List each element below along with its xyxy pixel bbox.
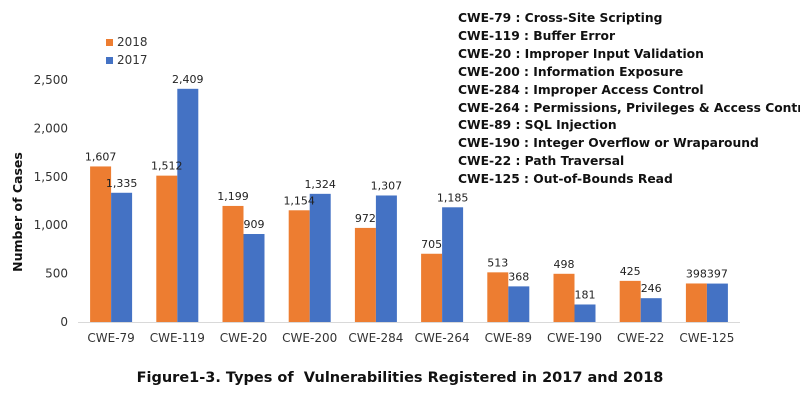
x-tick-label: CWE-200 <box>282 331 337 345</box>
data-label-2018: 1,199 <box>217 190 249 203</box>
data-label-2018: 1,154 <box>283 194 315 207</box>
data-label-2017: 397 <box>707 268 728 281</box>
data-label-2018: 972 <box>355 212 376 225</box>
cwe-description: CWE-200 : Information Exposure <box>458 64 684 79</box>
data-label-2017: 1,185 <box>437 191 469 204</box>
x-tick-label: CWE-89 <box>485 331 532 345</box>
data-label-2017: 1,307 <box>371 179 403 192</box>
data-label-2018: 1,607 <box>85 150 117 163</box>
data-label-2017: 1,335 <box>106 177 138 190</box>
bar-2018-cwe-22 <box>619 280 641 322</box>
cwe-description: CWE-190 : Integer Overflow or Wraparound <box>458 136 759 151</box>
y-tick-label: 2,000 <box>34 121 68 135</box>
bar-2017-cwe-200 <box>309 193 331 322</box>
data-label-2017: 181 <box>575 288 596 301</box>
y-tick-label: 500 <box>45 267 68 281</box>
data-label-2018: 425 <box>620 265 641 278</box>
bar-2018-cwe-190 <box>553 273 575 322</box>
x-axis-ticks: CWE-79 CWE-119 CWE-20 CWE-200 CWE-284 CWE-264… <box>87 331 734 345</box>
x-tick-label: CWE-264 <box>415 331 470 345</box>
cwe-description-list: CWE-79 : Cross-Site Scripting CWE-119 : … <box>458 10 800 189</box>
bar-2017-cwe-22 <box>640 298 662 322</box>
y-tick-label: 2,500 <box>34 73 68 87</box>
legend-label-2017: 2017 <box>117 53 148 67</box>
bar-2018-cwe-200 <box>288 210 310 322</box>
data-label-2018: 398 <box>686 267 707 280</box>
x-tick-label: CWE-125 <box>679 331 734 345</box>
legend: 2018 2017 <box>106 35 148 67</box>
bar-2018-cwe-20 <box>222 205 244 322</box>
legend-label-2018: 2018 <box>117 35 148 49</box>
legend-swatch-2018 <box>106 39 113 46</box>
bar-2018-cwe-125 <box>685 283 707 322</box>
bar-2017-cwe-20 <box>243 234 265 322</box>
data-label-2018: 498 <box>554 258 575 271</box>
y-axis-label: Number of Cases <box>10 152 25 272</box>
y-axis-ticks: 0 500 1,000 1,500 2,000 2,500 <box>34 73 68 329</box>
bar-2018-cwe-284 <box>354 227 376 322</box>
data-label-2018: 513 <box>487 256 508 269</box>
data-label-2017: 246 <box>641 282 662 295</box>
bar-2017-cwe-119 <box>177 88 199 322</box>
data-label-2017: 1,324 <box>304 178 336 191</box>
x-tick-label: CWE-190 <box>547 331 602 345</box>
cwe-description: CWE-264 : Permissions, Privileges & Acce… <box>458 100 800 115</box>
bar-2017-cwe-264 <box>442 207 464 322</box>
bar-2018-cwe-79 <box>90 166 112 322</box>
y-tick-label: 1,500 <box>34 170 68 184</box>
data-label-2017: 368 <box>508 270 529 283</box>
bar-2017-cwe-125 <box>706 283 728 322</box>
y-tick-label: 0 <box>60 315 68 329</box>
cwe-description: CWE-79 : Cross-Site Scripting <box>458 11 663 25</box>
data-label-2018: 1,512 <box>151 160 183 173</box>
figure-caption: Figure1-3. Types of Vulnerabilities Regi… <box>136 370 664 386</box>
bar-2017-cwe-79 <box>111 192 133 322</box>
bar-2018-cwe-119 <box>156 175 178 322</box>
data-label-2018: 705 <box>421 238 442 251</box>
bar-2017-cwe-89 <box>508 286 530 322</box>
cwe-description: CWE-284 : Improper Access Control <box>458 82 704 97</box>
data-label-2017: 2,409 <box>172 73 204 86</box>
x-tick-label: CWE-20 <box>220 331 267 345</box>
data-label-2017: 909 <box>244 218 265 231</box>
x-tick-label: CWE-284 <box>348 331 403 345</box>
legend-swatch-2017 <box>106 57 113 64</box>
bars <box>90 88 728 322</box>
cwe-description: CWE-20 : Improper Input Validation <box>458 46 704 61</box>
cwe-description: CWE-119 : Buffer Error <box>458 28 616 43</box>
x-tick-label: CWE-119 <box>150 331 205 345</box>
bar-2018-cwe-264 <box>421 253 443 322</box>
bar-2017-cwe-284 <box>375 195 397 322</box>
bar-2018-cwe-89 <box>487 272 509 322</box>
x-tick-label: CWE-79 <box>87 331 134 345</box>
y-tick-label: 1,000 <box>34 218 68 232</box>
cwe-description: CWE-125 : Out-of-Bounds Read <box>458 172 673 187</box>
data-labels: 1,607 1,335 1,512 2,409 1,199 909 1,154 1,324 97… <box>85 73 728 302</box>
cwe-description: CWE-22 : Path Traversal <box>458 154 625 169</box>
x-tick-label: CWE-22 <box>617 331 664 345</box>
bar-2017-cwe-190 <box>574 304 596 322</box>
cwe-description: CWE-89 : SQL Injection <box>458 118 617 133</box>
